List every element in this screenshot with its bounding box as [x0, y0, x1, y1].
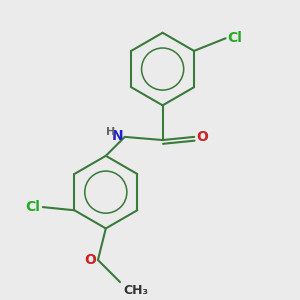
Text: O: O — [197, 130, 208, 144]
Text: N: N — [112, 129, 123, 143]
Text: Cl: Cl — [26, 200, 40, 214]
Text: H: H — [106, 128, 115, 137]
Text: O: O — [85, 253, 96, 267]
Text: Cl: Cl — [227, 31, 242, 45]
Text: CH₃: CH₃ — [123, 284, 148, 297]
